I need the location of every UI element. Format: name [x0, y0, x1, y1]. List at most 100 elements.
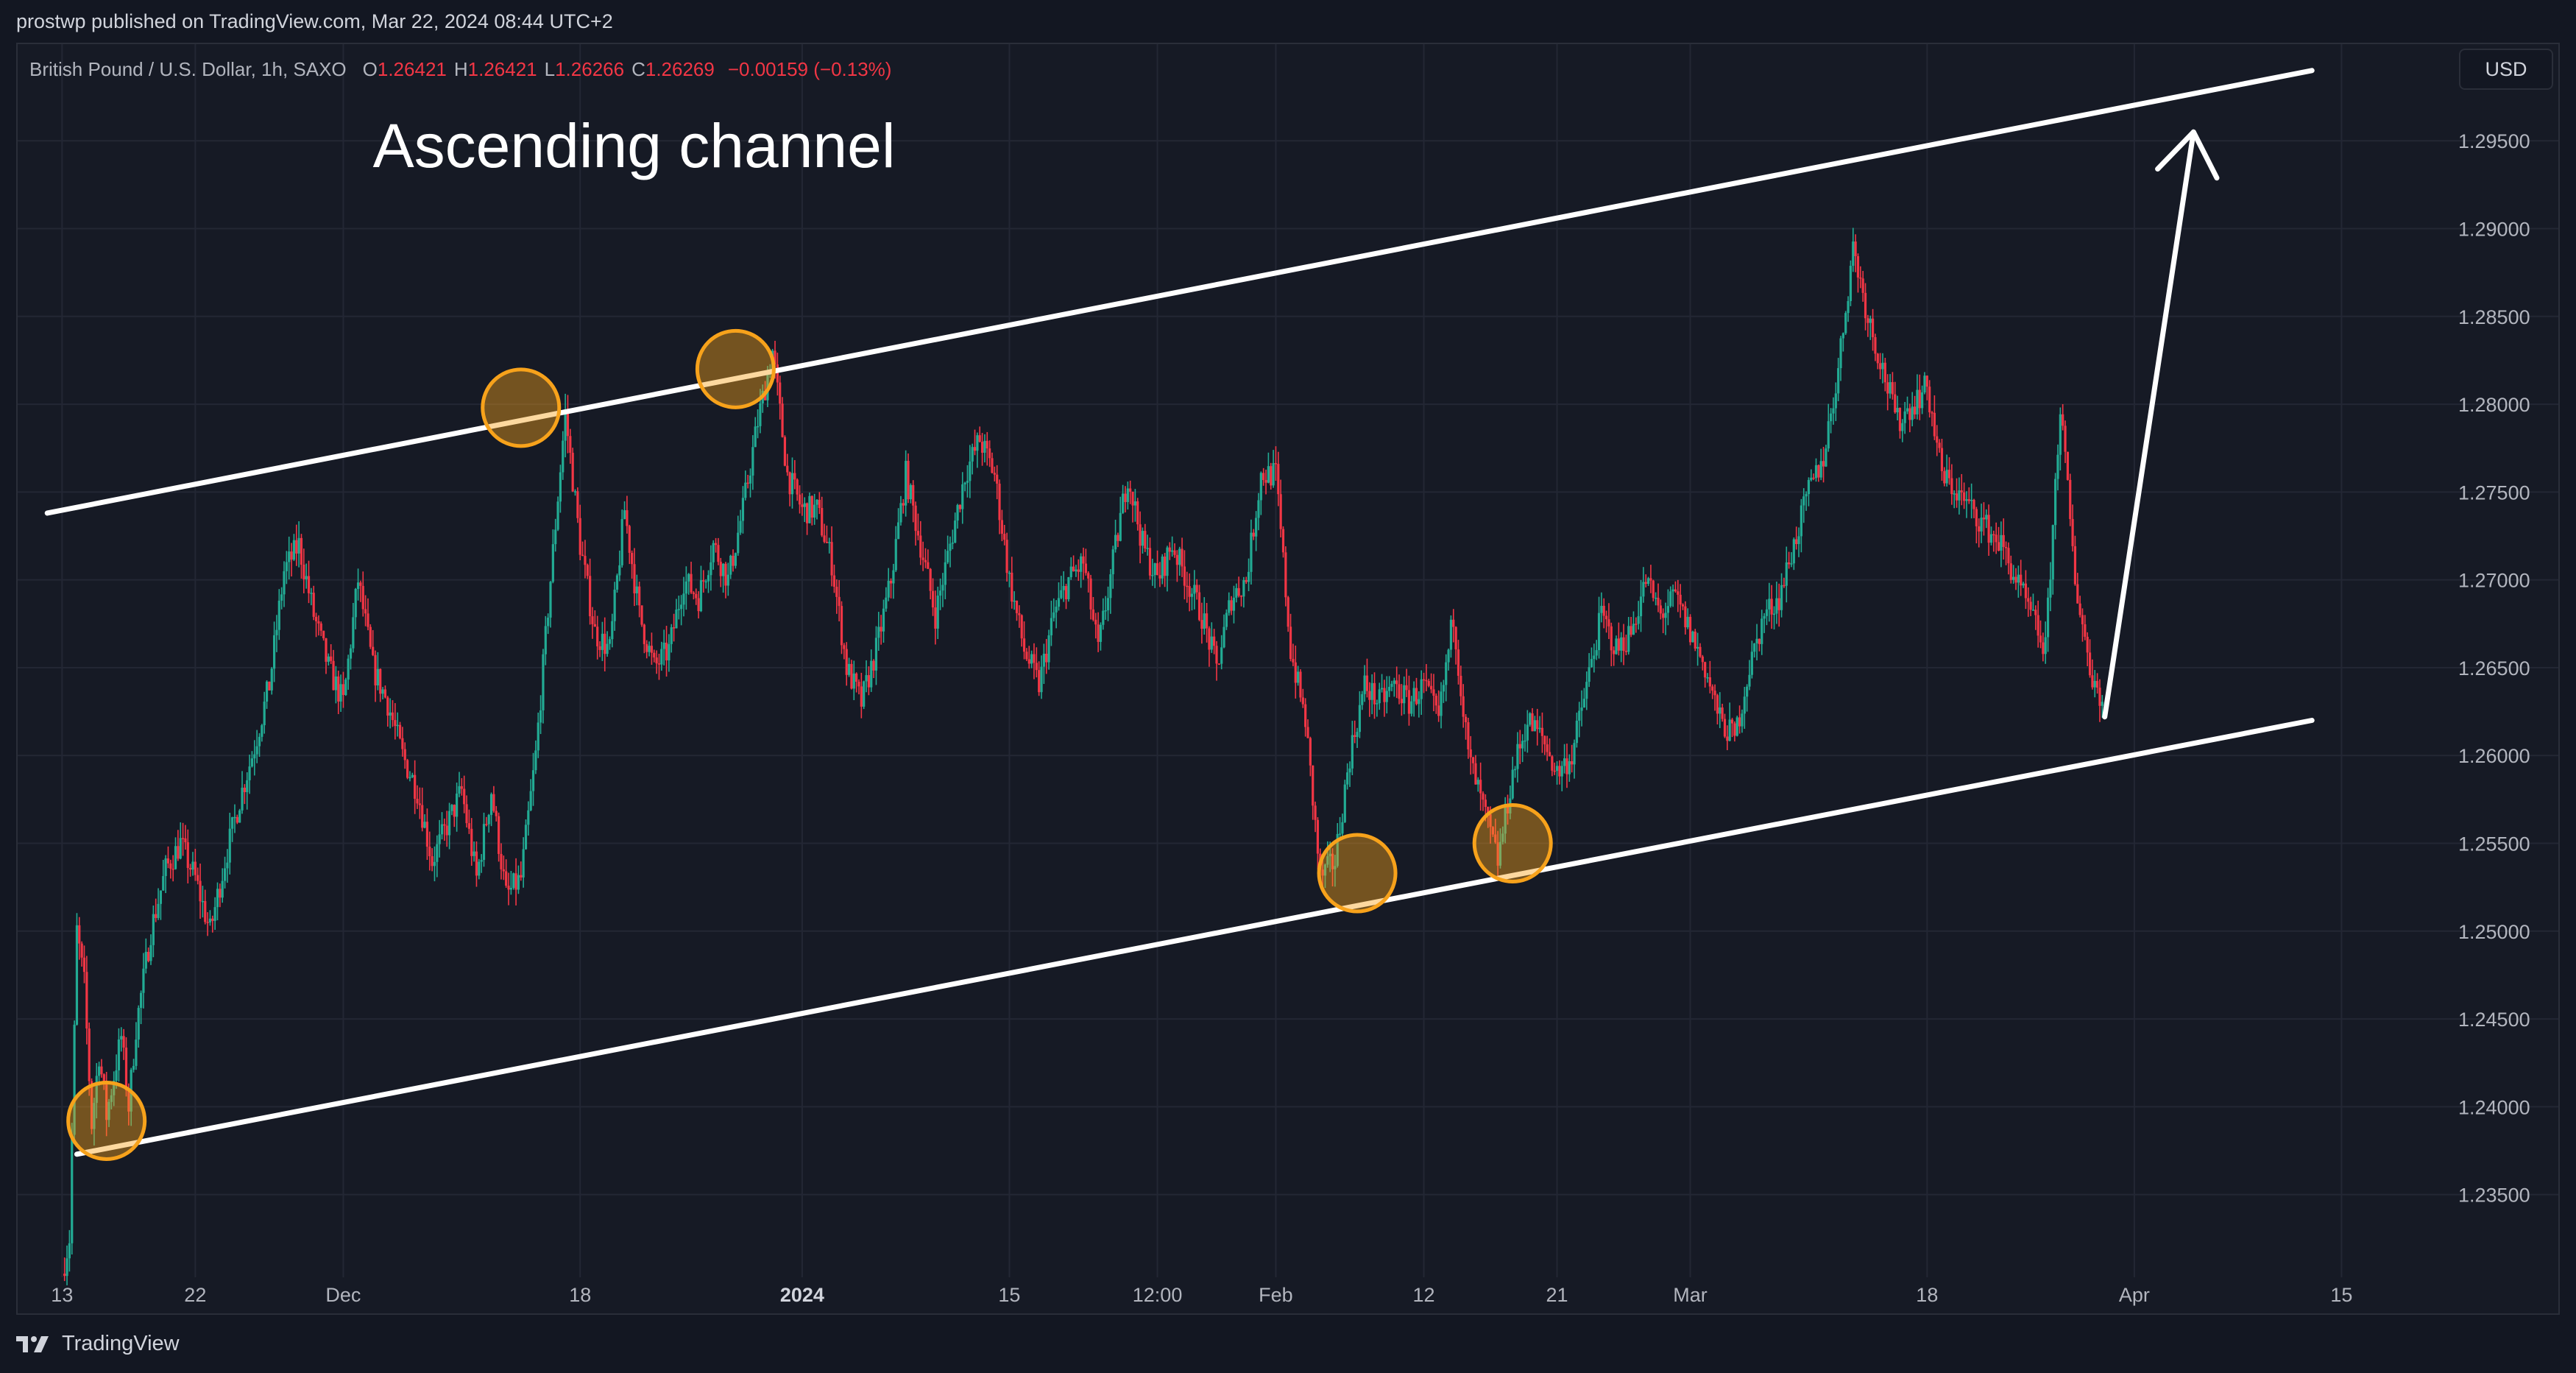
candle-body	[2014, 576, 2017, 583]
candle-body	[66, 1258, 68, 1277]
candle-body	[1524, 740, 1526, 742]
candle-body	[907, 460, 910, 500]
candle-body	[650, 646, 654, 653]
candle-body	[1257, 500, 1260, 518]
candle-body	[1753, 643, 1756, 652]
candle-body	[998, 483, 1001, 520]
touch-circle	[66, 1080, 147, 1161]
candle-body	[453, 805, 456, 817]
candle-body	[1422, 679, 1426, 681]
candle-body	[1790, 563, 1793, 565]
channel-layer	[44, 68, 2315, 1157]
candle-body	[1536, 720, 1539, 730]
candle-body	[813, 504, 816, 518]
candle-body	[949, 543, 952, 551]
candle-body	[954, 520, 957, 543]
candle-body	[1197, 592, 1201, 621]
candle-body	[1662, 613, 1665, 618]
candle-body	[478, 861, 481, 876]
candle-body	[2059, 414, 2062, 455]
candle-body	[115, 1070, 118, 1081]
legend-close-label: C	[631, 57, 645, 80]
candle-body	[1797, 536, 1800, 545]
candle-body	[996, 474, 999, 484]
candle-body	[431, 856, 434, 866]
candle-body	[1476, 780, 1479, 785]
annotation-ascending-channel: Ascending channel	[373, 111, 896, 180]
candle-body	[699, 580, 703, 612]
candle-body	[991, 458, 994, 473]
candle-body	[206, 922, 209, 923]
candle-body	[1795, 539, 1798, 545]
candle-body	[1765, 609, 1769, 616]
candle-body	[941, 585, 944, 591]
candle-body	[611, 621, 614, 640]
candle-body	[988, 448, 991, 459]
candle-body	[1657, 597, 1660, 606]
candle-body	[500, 853, 503, 869]
candle-body	[512, 873, 515, 889]
candle-body	[1953, 493, 1956, 495]
candle-body	[1363, 675, 1366, 694]
candle-body	[428, 847, 431, 857]
candle-body	[1361, 693, 1364, 705]
candle-body	[1427, 680, 1430, 686]
candle-body	[1122, 493, 1125, 513]
candle-body	[113, 1080, 116, 1095]
candle-body	[1496, 842, 1499, 866]
candle-body	[2071, 519, 2074, 546]
candle-body	[1341, 822, 1344, 834]
candle-body	[1615, 638, 1618, 654]
candle-body	[1526, 724, 1529, 741]
candle-body	[559, 472, 562, 502]
candle-body	[219, 889, 222, 898]
candle-body	[613, 589, 616, 621]
candle-body	[598, 646, 601, 650]
candle-body	[1168, 547, 1171, 552]
currency-button[interactable]: USD	[2459, 49, 2553, 90]
candle-body	[1252, 532, 1255, 537]
candle-body	[1040, 666, 1043, 693]
chart-frame[interactable]	[16, 43, 2560, 1315]
candle-body	[73, 1024, 76, 1135]
candle-body	[882, 608, 885, 632]
candle-body	[1768, 599, 1771, 610]
candle-body	[246, 780, 249, 792]
candle-body	[776, 364, 779, 383]
candle-body	[1819, 461, 1822, 478]
candle-body	[1410, 701, 1413, 714]
candle-body	[697, 598, 700, 612]
candle-body	[1763, 615, 1766, 619]
candle-body	[1013, 600, 1016, 602]
candle-body	[107, 1101, 110, 1120]
candle-body	[759, 403, 762, 426]
candle-body	[1378, 689, 1381, 704]
candle-body	[379, 668, 382, 694]
candle-body	[1620, 637, 1623, 651]
candle-body	[969, 461, 972, 481]
candle-body	[438, 834, 441, 844]
annotation-layer: Ascending channel	[373, 111, 896, 180]
footer: TradingView	[0, 1315, 2576, 1373]
candle-body	[1989, 534, 1993, 543]
candle-body	[1156, 563, 1159, 576]
candle-body	[1474, 763, 1477, 785]
y-tick-label: 1.25500	[2458, 833, 2530, 855]
candle-body	[1847, 300, 1850, 314]
candle-body	[1376, 703, 1379, 705]
candle-body	[1148, 548, 1152, 576]
candle-body	[1933, 412, 1936, 437]
candle-body	[1531, 713, 1534, 732]
candle-body	[166, 858, 170, 864]
candle-body	[124, 1047, 128, 1091]
candle-body	[1250, 532, 1253, 572]
candle-body	[1644, 582, 1647, 584]
candle-body	[1403, 685, 1406, 704]
candle-body	[2098, 688, 2101, 706]
candle-body	[1906, 408, 1909, 412]
candle-body	[1849, 266, 1853, 301]
candle-body	[342, 684, 345, 696]
x-tick-label: 18	[1916, 1284, 1938, 1306]
candle-body	[265, 681, 269, 702]
